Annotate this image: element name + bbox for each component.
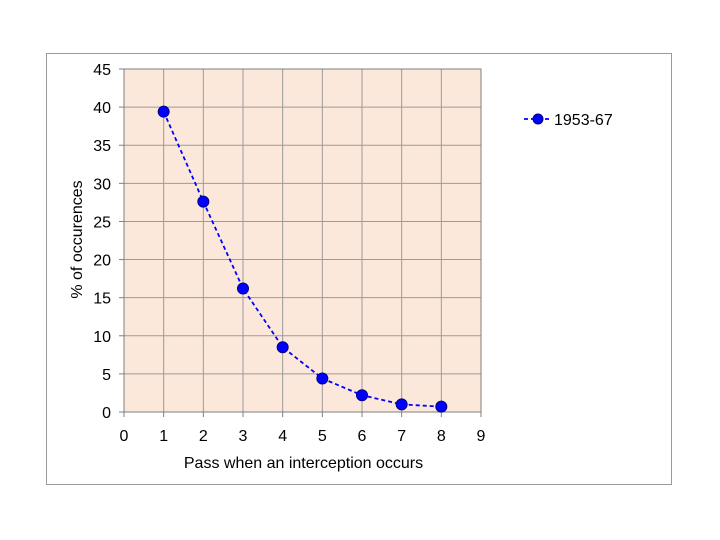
x-tick-label-6: 6 [358,428,367,445]
data-point-0-8 [435,400,448,413]
x-tick-label-2: 2 [199,428,208,445]
x-tick-label-8: 8 [437,428,446,445]
y-tick-label-25: 25 [93,214,111,231]
plot-area-background [124,69,481,412]
x-tick-label-7: 7 [397,428,406,445]
series-line-0 [162,111,442,408]
x-tick-label-5: 5 [318,428,327,445]
legend-label: 1953-67 [554,112,613,129]
y-tick-label-45: 45 [93,62,111,79]
x-tick-label-4: 4 [278,428,287,445]
data-point-0-5 [316,372,329,385]
data-point-0-1 [157,105,170,118]
y-tick-label-0: 0 [102,405,111,422]
data-point-0-6 [356,389,368,402]
y-tick-label-20: 20 [93,253,111,270]
x-tick-label-3: 3 [239,428,248,445]
data-point-0-3 [237,282,249,295]
data-point-0-4 [276,341,289,354]
y-tick-label-15: 15 [93,291,111,308]
y-tick-label-30: 30 [93,176,111,193]
y-tick-label-35: 35 [93,138,111,155]
y-axis-title: % of occurences [69,180,86,298]
series-layer [157,105,448,413]
x-tick-label-9: 9 [477,428,486,445]
x-axis-title: Pass when an interception occurs [184,455,423,472]
data-point-0-7 [395,398,408,411]
legend-marker [532,113,544,125]
legend: 1953-67 [524,112,613,129]
x-tick-label-0: 0 [120,428,129,445]
y-tick-label-10: 10 [93,329,111,346]
x-tick-label-1: 1 [159,428,168,445]
plot-area-border [123,68,482,413]
y-tick-label-5: 5 [102,367,111,384]
y-tick-label-40: 40 [93,100,111,117]
data-point-0-2 [197,195,210,208]
